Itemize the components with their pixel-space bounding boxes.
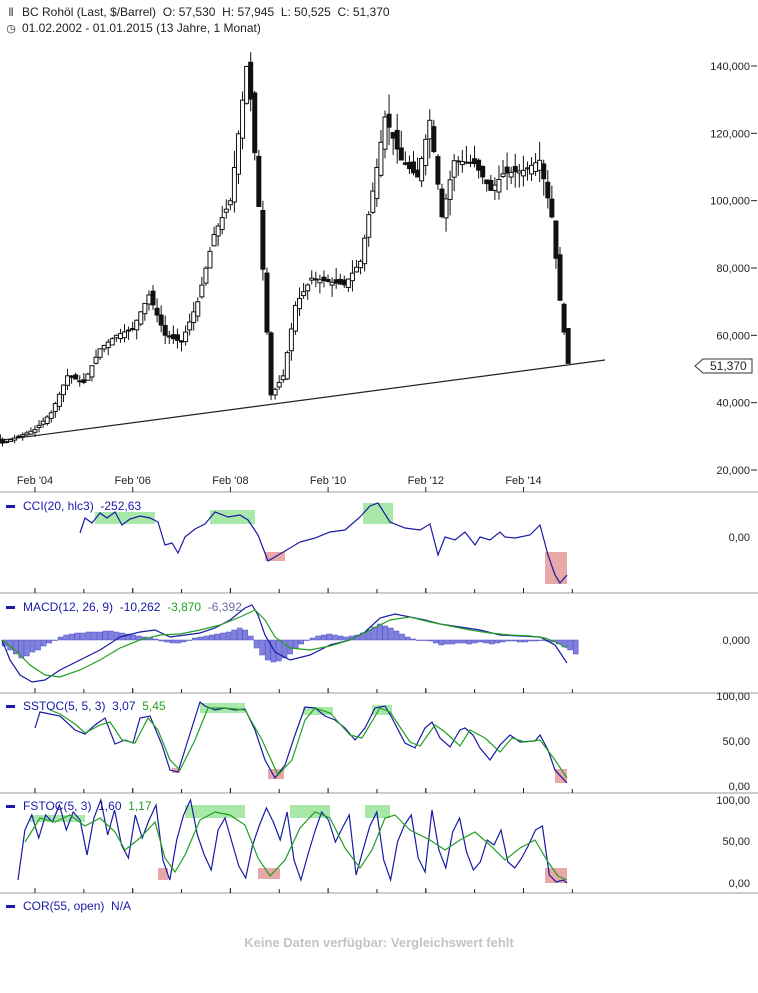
- candlesticks: [0, 52, 571, 447]
- sstoc-k-value: 3,07: [112, 699, 136, 713]
- candlestick-icon: ⫴: [8, 7, 14, 19]
- sstoc-legend: SSTOC(5, 5, 3) 3,07 5,45: [6, 699, 166, 713]
- last-price-value: 51,370: [710, 359, 747, 373]
- cor-value: N/A: [111, 899, 132, 913]
- macd-signal-value: -3,870: [167, 600, 202, 614]
- fstoc-axis-label: 50,00: [722, 836, 750, 848]
- y-tick-label: 100,000: [710, 196, 750, 208]
- sstoc-axis-label: 50,00: [722, 736, 750, 748]
- cci-series-swatch: [6, 505, 15, 509]
- y-tick-label: 140,000: [710, 61, 750, 73]
- cor-name: COR(55, open): [23, 899, 105, 913]
- cci-legend: CCI(20, hlc3) -252,63: [6, 499, 141, 513]
- macd-legend: MACD(12, 26, 9) -10,262 -3,870 -6,392: [6, 600, 242, 614]
- cci-line: [79, 502, 568, 585]
- cor-legend: COR(55, open) N/A: [6, 899, 131, 913]
- sstoc-name: SSTOC(5, 5, 3): [23, 699, 106, 713]
- sstoc-d-line: [49, 707, 568, 779]
- x-tick-label: Feb '06: [115, 475, 151, 487]
- y-tick-label: 60,000: [716, 330, 750, 342]
- fstoc-series-swatch: [6, 805, 15, 809]
- fstoc-legend: FSTOC(5, 3) 1,60 1,17: [6, 799, 152, 813]
- sstoc-d-value: 5,45: [142, 699, 166, 713]
- clock-icon: ◷: [6, 23, 16, 35]
- y-tick-label: 80,000: [716, 263, 750, 275]
- x-tick-label: Feb '10: [310, 475, 346, 487]
- y-tick-label: 40,000: [716, 398, 750, 410]
- macd-series-swatch: [6, 606, 15, 610]
- instrument-title: BC Rohöl (Last, $/Barrel): [22, 5, 157, 19]
- last-price-arrow-box: [694, 358, 753, 374]
- sstoc-axis-label: 0,00: [729, 781, 750, 793]
- cci-name: CCI(20, hlc3): [23, 499, 94, 513]
- fstoc-d-line: [24, 811, 568, 881]
- macd-value: -10,262: [119, 600, 161, 614]
- macd-histogram-value: -6,392: [207, 600, 242, 614]
- fstoc-axis-label: 0,00: [729, 878, 750, 890]
- ohlc-values: O: 57,530 H: 57,945 L: 50,525 C: 51,370: [162, 5, 390, 19]
- chart-header-title-row: ⫴ BC Rohöl (Last, $/Barrel) O: 57,530 H: …: [4, 5, 390, 20]
- y-tick-label: 120,000: [710, 128, 750, 140]
- chart-header-range-row: ◷ 01.02.2002 - 01.01.2015 (13 Jahre, 1 Mo…: [4, 21, 261, 35]
- x-tick-label: Feb '08: [212, 475, 248, 487]
- no-data-message: Keine Daten verfügbar: Vergleichswert fe…: [244, 935, 514, 950]
- date-range: 01.02.2002 - 01.01.2015 (13 Jahre, 1 Mon…: [22, 21, 261, 35]
- macd-axis-zero: 0,000: [722, 635, 750, 647]
- macd-histogram: [1, 623, 579, 663]
- x-tick-label: Feb '04: [17, 475, 53, 487]
- fstoc-k-value: 1,60: [98, 799, 122, 813]
- sstoc-axis-label: 100,00: [716, 691, 750, 703]
- fstoc-name: FSTOC(5, 3): [23, 799, 92, 813]
- macd-line: [1, 604, 568, 683]
- cci-value: -252,63: [100, 499, 142, 513]
- cor-series-swatch: [6, 905, 15, 909]
- support-trendline: [0, 359, 606, 441]
- fstoc-d-value: 1,17: [128, 799, 152, 813]
- y-tick-label: 20,000: [716, 465, 750, 477]
- fstoc-axis-label: 100,00: [716, 795, 750, 807]
- macd-signal-line: [1, 609, 568, 678]
- x-tick-label: Feb '14: [505, 475, 541, 487]
- cci-axis-zero: 0,00: [729, 532, 750, 544]
- sstoc-k-line: [34, 700, 568, 784]
- sstoc-series-swatch: [6, 705, 15, 709]
- x-tick-label: Feb '12: [408, 475, 444, 487]
- macd-name: MACD(12, 26, 9): [23, 600, 114, 614]
